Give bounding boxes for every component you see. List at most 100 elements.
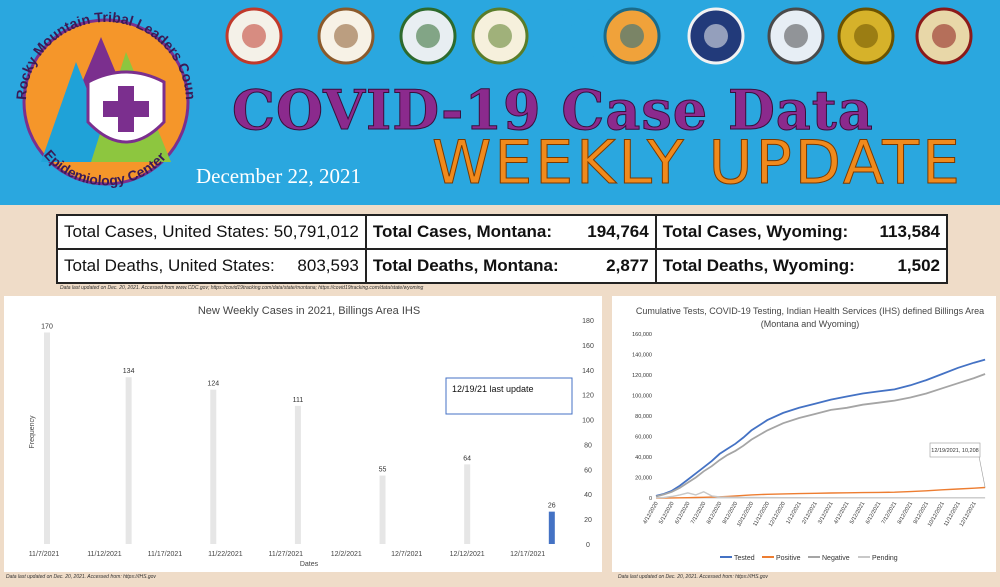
x-tick-label: 7/12/2021 bbox=[881, 501, 898, 525]
bar-data-label: 64 bbox=[463, 455, 471, 462]
header-banner: Rocky Mountain Tribal Leaders Council Ep… bbox=[0, 0, 1000, 205]
callout-leader bbox=[978, 456, 986, 488]
x-tick-label: 11/17/2021 bbox=[148, 551, 183, 558]
report-date: December 22, 2021 bbox=[196, 164, 362, 188]
bar bbox=[464, 464, 471, 544]
last-update-annotation: 12/19/21 last update bbox=[452, 384, 534, 394]
x-tick-label: 4/12/2021 bbox=[833, 501, 850, 525]
x-tick-label: 5/12/2021 bbox=[849, 501, 866, 525]
totals-source-note: Data last updated on Dec. 20, 2021. Acce… bbox=[60, 285, 424, 291]
totals-row-deaths: Total Deaths, United States: 803,593 Tot… bbox=[56, 248, 948, 284]
y-tick-label: 160 bbox=[582, 343, 594, 350]
weekly-cases-chart: New Weekly Cases in 2021, Billings Area … bbox=[29, 305, 594, 568]
y-tick-label: 120 bbox=[582, 393, 594, 400]
tribal-seal-2 bbox=[317, 7, 375, 65]
little-shell-seal bbox=[471, 7, 529, 65]
bar-data-label: 124 bbox=[207, 381, 219, 388]
x-tick-label: 9/12/2021 bbox=[913, 501, 930, 525]
us-deaths-label: Total Deaths, United States: bbox=[64, 256, 275, 275]
page-title: COVID-19 Case Data bbox=[232, 78, 874, 143]
x-tick-label: 8/12/2020 bbox=[706, 501, 723, 525]
bar bbox=[210, 389, 217, 544]
y-tick-label: 100,000 bbox=[632, 394, 652, 400]
y-tick-label: 80,000 bbox=[635, 414, 652, 420]
crow-feather-seal bbox=[225, 7, 283, 65]
y-tick-label: 80 bbox=[584, 442, 592, 449]
x-tick-label: 1/12/2021 bbox=[785, 501, 802, 525]
bar bbox=[379, 475, 386, 544]
x-tick-label: 12/7/2021 bbox=[391, 551, 422, 558]
y-tick-label: 40 bbox=[584, 492, 592, 499]
totals-row-cases: Total Cases, United States: 50,791,012 T… bbox=[56, 214, 948, 250]
cumulative-tests-chart: Cumulative Tests, COVID-19 Testing, Indi… bbox=[632, 306, 986, 562]
bar bbox=[44, 332, 50, 544]
tribal-seal-8 bbox=[767, 7, 825, 65]
x-tick-label: 7/12/2020 bbox=[690, 501, 707, 525]
bar-data-label: 134 bbox=[123, 368, 135, 375]
legend-label-positive: Positive bbox=[776, 555, 801, 562]
bar-data-label: 26 bbox=[548, 503, 556, 510]
tribal-seal-9 bbox=[837, 7, 895, 65]
x-tick-label: 11/22/2021 bbox=[208, 551, 243, 558]
fort-peck-seal bbox=[915, 7, 973, 65]
totals-table: Total Cases, United States: 50,791,012 T… bbox=[56, 214, 948, 284]
x-tick-label: 12/12/2021 bbox=[959, 501, 978, 528]
callout-box bbox=[929, 442, 981, 458]
us-cases-value: 50,791,012 bbox=[273, 222, 359, 241]
eastern-shoshone-seal bbox=[399, 7, 457, 65]
y-tick-label: 180 bbox=[582, 318, 594, 325]
y-tick-label: 0 bbox=[649, 496, 652, 502]
mt-cases-value: 194,764 bbox=[572, 214, 657, 250]
weekly-cases-title: New Weekly Cases in 2021, Billings Area … bbox=[198, 305, 420, 317]
cumulative-tests-source-note: Data last updated on Dec. 20, 2021. Acce… bbox=[618, 574, 768, 580]
x-tick-label: 6/12/2021 bbox=[865, 501, 882, 525]
weekly-cases-chart-panel: New Weekly Cases in 2021, Billings Area … bbox=[4, 296, 602, 572]
series-line-negative bbox=[655, 373, 986, 498]
cumulative-tests-subtitle: (Montana and Wyoming) bbox=[761, 319, 859, 329]
wy-cases-value: 113,584 bbox=[864, 214, 948, 250]
legend-label-pending: Pending bbox=[872, 555, 898, 562]
x-tick-label: 4/12/2020 bbox=[642, 501, 659, 525]
rmtlc-epidemiology-logo: Rocky Mountain Tribal Leaders Council Ep… bbox=[6, 2, 199, 188]
x-tick-label: 3/12/2021 bbox=[817, 501, 834, 525]
weekly-cases-source-note: Data last updated on Dec. 20, 2021. Acce… bbox=[6, 574, 156, 580]
us-deaths-value: 803,593 bbox=[297, 256, 359, 275]
x-tick-label: 11/12/2021 bbox=[87, 551, 122, 558]
y-tick-label: 140,000 bbox=[632, 353, 652, 359]
wy-deaths-value: 1,502 bbox=[864, 248, 948, 284]
y-tick-label: 60,000 bbox=[635, 435, 652, 441]
series-line-positive bbox=[656, 486, 986, 499]
y-tick-label: 20 bbox=[584, 517, 592, 524]
positive-callout-label: 12/19/2021, 10,208 bbox=[931, 448, 978, 454]
bar bbox=[125, 377, 132, 544]
us-cases-label: Total Cases, United States: bbox=[64, 222, 270, 241]
tribal-seal-7 bbox=[687, 7, 745, 65]
x-tick-label: 12/17/2021 bbox=[510, 551, 545, 558]
mt-deaths-label: Total Deaths, Montana: bbox=[364, 248, 573, 284]
x-tick-label: 11/27/2021 bbox=[269, 551, 304, 558]
x-tick-label: 12/12/2020 bbox=[768, 501, 787, 528]
x-tick-label: 2/12/2021 bbox=[801, 501, 818, 525]
wy-cases-label: Total Cases, Wyoming: bbox=[654, 214, 865, 250]
us-deaths-cell: Total Deaths, United States: 803,593 bbox=[56, 248, 367, 284]
bar-data-label: 55 bbox=[379, 467, 387, 474]
x-tick-label: 9/12/2020 bbox=[722, 501, 739, 525]
legend-label-negative: Negative bbox=[822, 555, 850, 562]
page-subtitle: WEEKLY UPDATE bbox=[432, 128, 963, 199]
x-axis-title: Dates bbox=[300, 561, 319, 566]
cumulative-tests-title: Cumulative Tests, COVID-19 Testing, Indi… bbox=[636, 306, 984, 316]
series-line-tested bbox=[655, 358, 986, 497]
x-tick-label: 12/12/2021 bbox=[450, 551, 485, 558]
x-tick-label: 5/12/2020 bbox=[658, 501, 675, 525]
legend-label-tested: Tested bbox=[734, 555, 755, 562]
y-tick-label: 20,000 bbox=[635, 476, 652, 482]
bar-data-label: 111 bbox=[293, 397, 304, 404]
x-tick-label: 6/12/2020 bbox=[674, 501, 691, 525]
crow-tribe-seal bbox=[603, 7, 661, 65]
feathers-seal bbox=[549, 7, 607, 65]
wy-deaths-label: Total Deaths, Wyoming: bbox=[654, 248, 865, 284]
bar bbox=[548, 511, 555, 544]
y-tick-label: 100 bbox=[582, 418, 594, 425]
series-line-pending bbox=[655, 491, 986, 499]
us-cases-cell: Total Cases, United States: 50,791,012 bbox=[56, 214, 367, 250]
